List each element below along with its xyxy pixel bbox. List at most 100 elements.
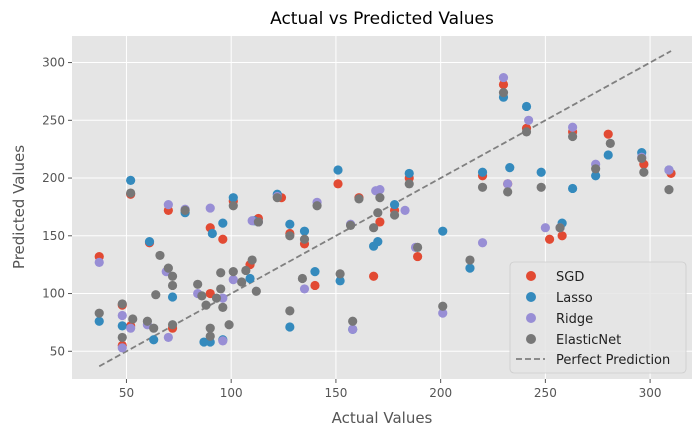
ridge-point (540, 223, 550, 233)
x-tick-label: 200 (429, 386, 452, 400)
elasticnet-point (591, 164, 601, 174)
lasso-point (389, 200, 400, 210)
elasticnet-point (299, 234, 310, 244)
legend: SGD Lasso Ridge ElasticNet Perfect Predi… (509, 261, 687, 374)
elasticnet-point (205, 331, 215, 341)
legend-label-ridge: Ridge (556, 312, 593, 327)
lasso-point (373, 236, 383, 247)
lasso-point (144, 236, 155, 247)
sgd-point (333, 179, 343, 189)
lasso-point (167, 292, 178, 302)
elasticnet-point (216, 284, 226, 294)
ridge-point (348, 324, 358, 334)
x-tick-label: 250 (534, 386, 557, 400)
sgd-point (498, 79, 509, 90)
ridge-point (568, 122, 578, 132)
elasticnet-point (251, 286, 261, 296)
lasso-point (207, 228, 217, 239)
elasticnet-point (312, 201, 322, 211)
elasticnet-point (297, 273, 308, 284)
y-axis-ticks: 50 100 150 200 250 300 (42, 56, 72, 358)
elasticnet-point (126, 188, 136, 198)
y-tick-label: 50 (50, 344, 65, 358)
elasticnet-point (568, 131, 578, 142)
sgd-point (557, 231, 567, 241)
lasso-point (335, 276, 345, 286)
ridge-point (503, 179, 513, 189)
x-tick-label: 50 (119, 386, 134, 400)
lasso-point (199, 337, 209, 347)
ridge-point (163, 332, 173, 343)
y-tick-label: 300 (42, 56, 65, 70)
lasso-point (521, 101, 532, 112)
sgd-point (375, 217, 385, 227)
x-axis-ticks: 50 100 150 200 250 300 (119, 379, 662, 400)
lasso-point (477, 167, 488, 177)
ridge-point (218, 293, 228, 303)
lasso-point (299, 226, 310, 236)
elasticnet-point (224, 320, 234, 330)
ridge-point (163, 200, 173, 210)
ridge-point (117, 343, 127, 353)
sgd-point (205, 288, 215, 299)
sgd-point (310, 280, 320, 291)
sgd-point (218, 234, 228, 244)
lasso-point (126, 175, 136, 185)
elasticnet-point (155, 250, 165, 261)
legend-box (509, 261, 687, 374)
x-axis-label: Actual Values (332, 409, 433, 427)
elasticnet-point (117, 299, 127, 309)
elasticnet-point (241, 265, 251, 276)
lasso-point (505, 163, 515, 173)
elasticnet-point (389, 210, 400, 220)
elasticnet-point (664, 184, 674, 195)
ridge-point (228, 275, 238, 285)
x-tick-label: 150 (324, 386, 347, 400)
elasticnet-point (348, 316, 358, 326)
elasticnet-point (197, 291, 207, 301)
legend-marker-ridge (526, 313, 536, 323)
lasso-point (536, 167, 546, 177)
sgd-point (603, 129, 613, 139)
elasticnet-point (211, 293, 222, 303)
sgd-point (369, 271, 379, 281)
elasticnet-point (272, 193, 282, 203)
elasticnet-point (637, 153, 647, 164)
elasticnet-point (375, 193, 385, 203)
lasso-point (285, 219, 295, 229)
elasticnet-point (605, 138, 615, 149)
legend-marker-elasticnet (526, 334, 536, 344)
y-tick-label: 100 (42, 287, 65, 301)
legend-label-sgd: SGD (556, 270, 584, 285)
ridge-point (477, 238, 488, 248)
perfect-prediction-reference-line (98, 50, 672, 368)
elasticnet-point (218, 302, 228, 312)
lasso-point (438, 226, 448, 236)
elasticnet-point (555, 223, 565, 233)
elasticnet-point (94, 308, 104, 318)
y-tick-label: 200 (42, 171, 65, 185)
elasticnet-point (503, 187, 513, 197)
elasticnet-point (128, 314, 138, 324)
elasticnet-point (253, 217, 264, 227)
elasticnet-point (285, 306, 295, 316)
elasticnet-point (373, 208, 383, 218)
elasticnet-point (142, 316, 153, 326)
lasso-point (228, 193, 238, 203)
elasticnet-point (167, 271, 178, 281)
lasso-point (603, 150, 613, 160)
elasticnet-point (354, 194, 364, 204)
elasticnet-point (201, 300, 211, 310)
elasticnet-point (465, 255, 475, 265)
ridge-point (117, 310, 127, 321)
sgd-point (413, 251, 423, 262)
ridge-point (218, 336, 228, 346)
elasticnet-point (498, 87, 509, 98)
elasticnet-point (228, 201, 238, 211)
lasso-point (568, 183, 578, 194)
lasso-point (465, 263, 475, 273)
ridge-point (126, 323, 136, 333)
elasticnet-point (521, 127, 532, 137)
elasticnet-point (117, 332, 127, 343)
